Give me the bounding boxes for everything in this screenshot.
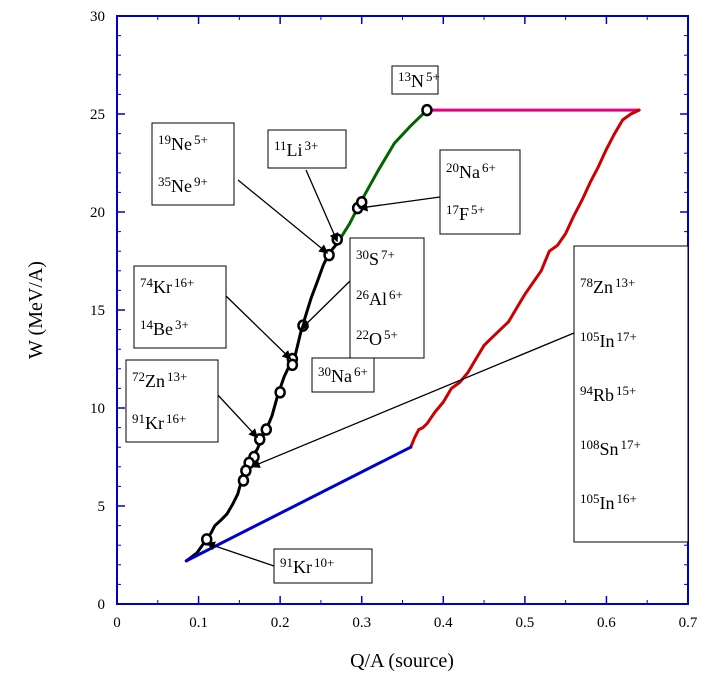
- isotope-label: 19Ne 5+: [158, 132, 208, 154]
- data-point-marker: [331, 233, 343, 246]
- x-tick-label: 0.2: [271, 615, 290, 631]
- isotope-label: 22O 5+: [356, 327, 398, 349]
- isotope-label: 72Zn 13+: [132, 369, 187, 391]
- data-point-marker: [297, 319, 309, 332]
- isotope-label: 94Rb 15+: [580, 383, 636, 405]
- isotope-label: 26Al 6+: [356, 287, 403, 309]
- y-tick-label: 20: [90, 205, 105, 221]
- annotation-arrow-zn72: [215, 392, 258, 439]
- x-tick-label: 0.6: [597, 615, 616, 631]
- annotation-arrow-li: [305, 169, 339, 243]
- y-tick-label: 5: [98, 499, 106, 515]
- x-tick-label: 0.5: [515, 615, 534, 631]
- x-tick-label: 0.7: [679, 615, 698, 631]
- annotation-box-heavy: [573, 245, 689, 543]
- isotope-label: 78Zn 13+: [580, 275, 635, 297]
- x-tick-label: 0.3: [352, 615, 371, 631]
- isotope-label: 20Na 6+: [446, 160, 496, 182]
- isotope-label: 30S 7+: [356, 247, 395, 269]
- isotope-label: 105In 16+: [580, 491, 637, 513]
- annotation-box-sal: [349, 237, 425, 359]
- y-tick-label: 10: [90, 401, 105, 417]
- annotation-box-n13: [391, 65, 439, 95]
- isotope-label: 30Na 6+: [318, 364, 368, 386]
- isotope-label: 11Li 3+: [274, 138, 318, 160]
- series-line-4: [409, 108, 641, 449]
- x-tick-label: 0.4: [434, 615, 453, 631]
- data-point-marker: [240, 464, 252, 477]
- y-tick-label: 25: [90, 107, 105, 123]
- annotation-arrows: [205, 169, 575, 567]
- series-line-2: [335, 108, 429, 245]
- annotation-box-zn72: [125, 359, 219, 443]
- annotation-box-ne: [151, 122, 235, 206]
- isotope-label: 105In 17+: [580, 329, 637, 351]
- annotation-arrow-kr91: [205, 541, 275, 567]
- y-tick-label: 30: [90, 9, 105, 25]
- axis-ticks: 0 0.1 0.2 0.3 0.4 0.5 0.6 0.7 0 5 10 15 20 25 30: [90, 9, 698, 631]
- data-point-marker: [286, 358, 299, 372]
- annotation-box-na30: [311, 357, 375, 393]
- annotation-arrow-sal: [299, 280, 351, 331]
- annotation-box-li: [267, 129, 347, 169]
- annotation-labels: 13N 5+ 19Ne 5+ 35Ne 9+ 11Li 3+ 20Na 6+ 17F 5+ 74Kr 16…: [125, 65, 689, 584]
- data-point-marker: [260, 423, 273, 436]
- series-lines: [184, 108, 641, 563]
- annotation-arrow-ne: [237, 179, 329, 254]
- isotope-label: 35Ne 9+: [158, 174, 208, 196]
- annotation-box-naf: [439, 149, 521, 235]
- isotope-label: 17F 5+: [446, 202, 485, 224]
- isotope-label: 14Be 3+: [140, 317, 189, 339]
- series-line-5: [184, 445, 413, 563]
- annotation-arrow-heavy: [250, 332, 575, 468]
- annotation-arrow-naf: [358, 196, 441, 212]
- y-axis-title: W (MeV/A): [25, 261, 47, 359]
- y-tick-label: 0: [98, 597, 106, 613]
- data-point-marker: [274, 386, 286, 399]
- data-point-marker: [421, 103, 433, 117]
- x-tick-label: 0.1: [189, 615, 208, 631]
- isotope-label: 108Sn 17+: [580, 437, 641, 459]
- isotope-label: 91Kr 16+: [132, 411, 186, 433]
- isotope-label: 91Kr 10+: [280, 555, 334, 577]
- data-point-marker: [237, 474, 250, 487]
- data-point-marker: [200, 533, 213, 546]
- isotope-label: 13N 5+: [398, 69, 440, 91]
- x-tick-label: 0: [113, 615, 121, 631]
- x-axis-title: Q/A (source): [350, 650, 454, 672]
- data-point-marker: [355, 195, 368, 209]
- annotation-box-kr74: [133, 265, 227, 349]
- annotation-box-kr91: [273, 548, 373, 584]
- y-tick-label: 15: [90, 303, 105, 319]
- annotation-arrow-kr74: [225, 295, 292, 360]
- isotope-label: 74Kr 16+: [140, 275, 194, 297]
